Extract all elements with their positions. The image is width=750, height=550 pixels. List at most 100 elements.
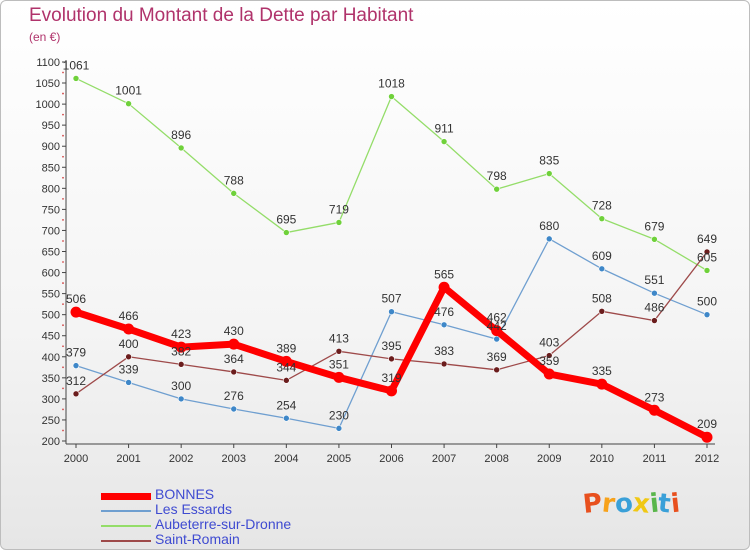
data-label: 609 — [592, 249, 612, 263]
x-tick-label: 2004 — [274, 453, 298, 465]
data-label: 312 — [66, 374, 86, 388]
y-tick-label: 700 — [42, 225, 60, 237]
y-minor-tick — [62, 71, 64, 74]
proxiti-logo: Proxiti — [581, 488, 682, 520]
y-tick-label: 1000 — [36, 99, 60, 111]
y-minor-tick — [62, 176, 64, 179]
data-label: 728 — [592, 199, 612, 213]
y-minor-tick — [62, 92, 64, 95]
y-minor-tick — [62, 345, 64, 348]
data-label: 209 — [697, 417, 717, 431]
x-tick-label: 2002 — [169, 453, 193, 465]
data-point — [72, 362, 80, 369]
data-point — [177, 395, 185, 403]
data-point — [598, 265, 606, 273]
legend-swatch — [101, 525, 151, 527]
data-label: 379 — [66, 346, 86, 360]
data-label: 389 — [276, 341, 296, 355]
x-tick-label: 2005 — [327, 453, 351, 465]
data-point — [125, 100, 132, 107]
data-label: 719 — [329, 202, 349, 216]
data-point — [493, 185, 500, 193]
y-minor-tick — [62, 197, 64, 200]
y-minor-tick — [62, 282, 64, 284]
data-label: 565 — [434, 267, 454, 281]
data-point — [283, 229, 290, 236]
data-label: 911 — [435, 122, 454, 136]
y-minor-tick — [62, 113, 64, 116]
x-tick-label: 2000 — [64, 453, 88, 465]
data-label: 403 — [539, 336, 559, 350]
data-point — [335, 425, 343, 432]
data-point — [543, 368, 555, 380]
data-label: 319 — [381, 371, 401, 385]
x-tick-label: 2009 — [537, 453, 561, 465]
y-minor-tick — [62, 408, 64, 411]
y-tick-label: 200 — [42, 436, 60, 448]
data-point — [335, 348, 343, 355]
data-point — [440, 321, 448, 329]
legend-label: Aubeterre-sur-Dronne — [155, 516, 292, 532]
data-label: 695 — [276, 213, 296, 227]
logo-letter: i — [669, 488, 682, 520]
data-label: 230 — [329, 408, 349, 422]
chart-title: Evolution du Montant de la Dette par Hab… — [29, 5, 414, 26]
data-label: 551 — [644, 273, 664, 287]
data-label: 462 — [487, 311, 507, 325]
data-label: 344 — [276, 360, 296, 374]
y-tick-label: 600 — [42, 268, 60, 280]
data-point — [545, 352, 553, 359]
data-point — [440, 138, 448, 145]
data-point — [177, 361, 185, 368]
data-point — [125, 353, 132, 361]
data-point — [386, 385, 397, 397]
legend-label: Saint-Romain — [155, 531, 240, 547]
data-point — [545, 170, 553, 177]
y-tick-label: 850 — [42, 162, 60, 174]
data-label: 476 — [434, 305, 454, 319]
legend-swatch — [101, 492, 151, 500]
data-point — [388, 308, 395, 316]
data-label: 788 — [224, 173, 244, 187]
data-point — [491, 325, 503, 337]
data-label: 273 — [644, 390, 664, 404]
data-label: 369 — [487, 350, 507, 364]
data-label: 276 — [224, 389, 244, 403]
data-point — [701, 431, 713, 443]
data-point — [703, 267, 711, 274]
data-point — [493, 335, 500, 343]
data-point — [703, 311, 711, 318]
data-point — [230, 368, 238, 376]
y-minor-tick — [62, 240, 64, 242]
data-label: 300 — [171, 379, 191, 393]
data-label: 413 — [329, 331, 349, 345]
x-tick-label: 2011 — [643, 453, 667, 465]
y-minor-tick — [62, 303, 64, 306]
y-tick-label: 550 — [42, 289, 60, 301]
data-point — [648, 404, 660, 416]
data-label: 1061 — [63, 58, 90, 72]
y-minor-tick — [62, 429, 64, 432]
data-label: 500 — [697, 295, 717, 309]
y-tick-label: 250 — [42, 415, 60, 427]
data-point — [230, 405, 238, 413]
data-label: 507 — [381, 292, 401, 306]
chart-subtitle: (en €) — [29, 30, 61, 44]
data-label: 798 — [487, 169, 507, 183]
data-point — [598, 307, 606, 315]
data-point — [230, 190, 238, 197]
data-point — [70, 306, 82, 318]
y-minor-tick — [62, 324, 64, 327]
data-point — [125, 379, 132, 386]
x-tick-label: 2012 — [695, 453, 719, 465]
data-label: 466 — [119, 309, 139, 323]
data-label: 400 — [119, 337, 139, 351]
y-minor-tick — [62, 134, 64, 137]
data-label: 680 — [539, 219, 559, 233]
data-point — [545, 235, 553, 243]
data-label: 1001 — [115, 84, 142, 98]
data-point — [123, 323, 135, 335]
data-label: 508 — [592, 291, 612, 305]
